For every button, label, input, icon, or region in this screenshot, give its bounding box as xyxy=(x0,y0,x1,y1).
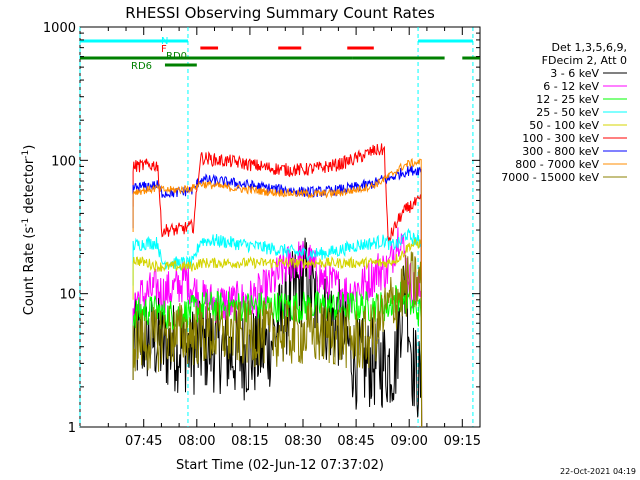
y-tick-label: 100 xyxy=(51,154,76,169)
legend-label: 300 - 800 keV xyxy=(522,145,599,158)
y-axis-label-sup: -1 xyxy=(21,218,31,227)
legend-label: 25 - 50 keV xyxy=(536,106,599,119)
legend: Det 1,3,5,6,9, FDecim 2, Att 0 3 - 6 keV… xyxy=(501,41,627,184)
legend-label: 12 - 25 keV xyxy=(536,93,599,106)
rd0-flag-label: RD0 xyxy=(166,51,187,62)
x-tick-label: 09:00 xyxy=(390,434,427,449)
x-axis-label: Start Time (02-Jun-12 07:37:02) xyxy=(176,458,384,473)
series-line xyxy=(132,227,423,428)
series-layer xyxy=(132,143,423,428)
y-axis-label-part: Count Rate (s xyxy=(22,227,37,316)
footer-timestamp: 22-Oct-2021 04:19 xyxy=(560,467,636,476)
rd6-flag-label: RD6 xyxy=(131,61,152,72)
flare-flag-label: F xyxy=(161,44,167,55)
x-tick-label: 09:15 xyxy=(444,434,481,449)
x-tick-label: 08:00 xyxy=(178,434,215,449)
y-axis-label-sup: -1 xyxy=(21,150,31,159)
flag-bars xyxy=(80,39,480,67)
series-line xyxy=(132,237,423,428)
legend-label: 6 - 12 keV xyxy=(543,80,599,93)
night-boundary-lines xyxy=(79,27,474,427)
series-line xyxy=(132,157,423,428)
x-tick-label: 08:30 xyxy=(284,434,321,449)
legend-header-line: Det 1,3,5,6,9, xyxy=(551,41,627,54)
legend-label: 50 - 100 keV xyxy=(529,119,599,132)
legend-label: 100 - 300 keV xyxy=(522,132,599,145)
x-tick-label: 08:15 xyxy=(231,434,268,449)
plot-area: 07:45 08:00 08:15 08:30 08:45 09:00 09:15 1 10 10… xyxy=(43,21,481,449)
y-axis-label-part: detector xyxy=(22,158,37,218)
x-tick-label: 07:45 xyxy=(125,434,162,449)
legend-header-line: FDecim 2, Att 0 xyxy=(542,54,627,67)
y-axis-label: Count Rate (s-1 detector-1) xyxy=(21,145,37,316)
series-line xyxy=(132,237,423,428)
series-line xyxy=(132,143,423,428)
legend-label: 3 - 6 keV xyxy=(550,67,599,80)
axes: 07:45 08:00 08:15 08:30 08:45 09:00 09:15 1 10 10… xyxy=(43,21,481,449)
night-flag-label: N xyxy=(161,36,168,47)
y-tick-label: 10 xyxy=(59,288,76,303)
chart-title: RHESSI Observing Summary Count Rates xyxy=(125,4,435,22)
y-axis-label-part: ) xyxy=(22,145,37,150)
series-line xyxy=(132,251,423,428)
legend-label: 800 - 7000 keV xyxy=(515,158,599,171)
legend-label: 7000 - 15000 keV xyxy=(501,171,599,184)
x-tick-label: 08:45 xyxy=(337,434,374,449)
y-tick-label: 1000 xyxy=(43,21,76,36)
y-tick-label: 1 xyxy=(68,421,76,436)
